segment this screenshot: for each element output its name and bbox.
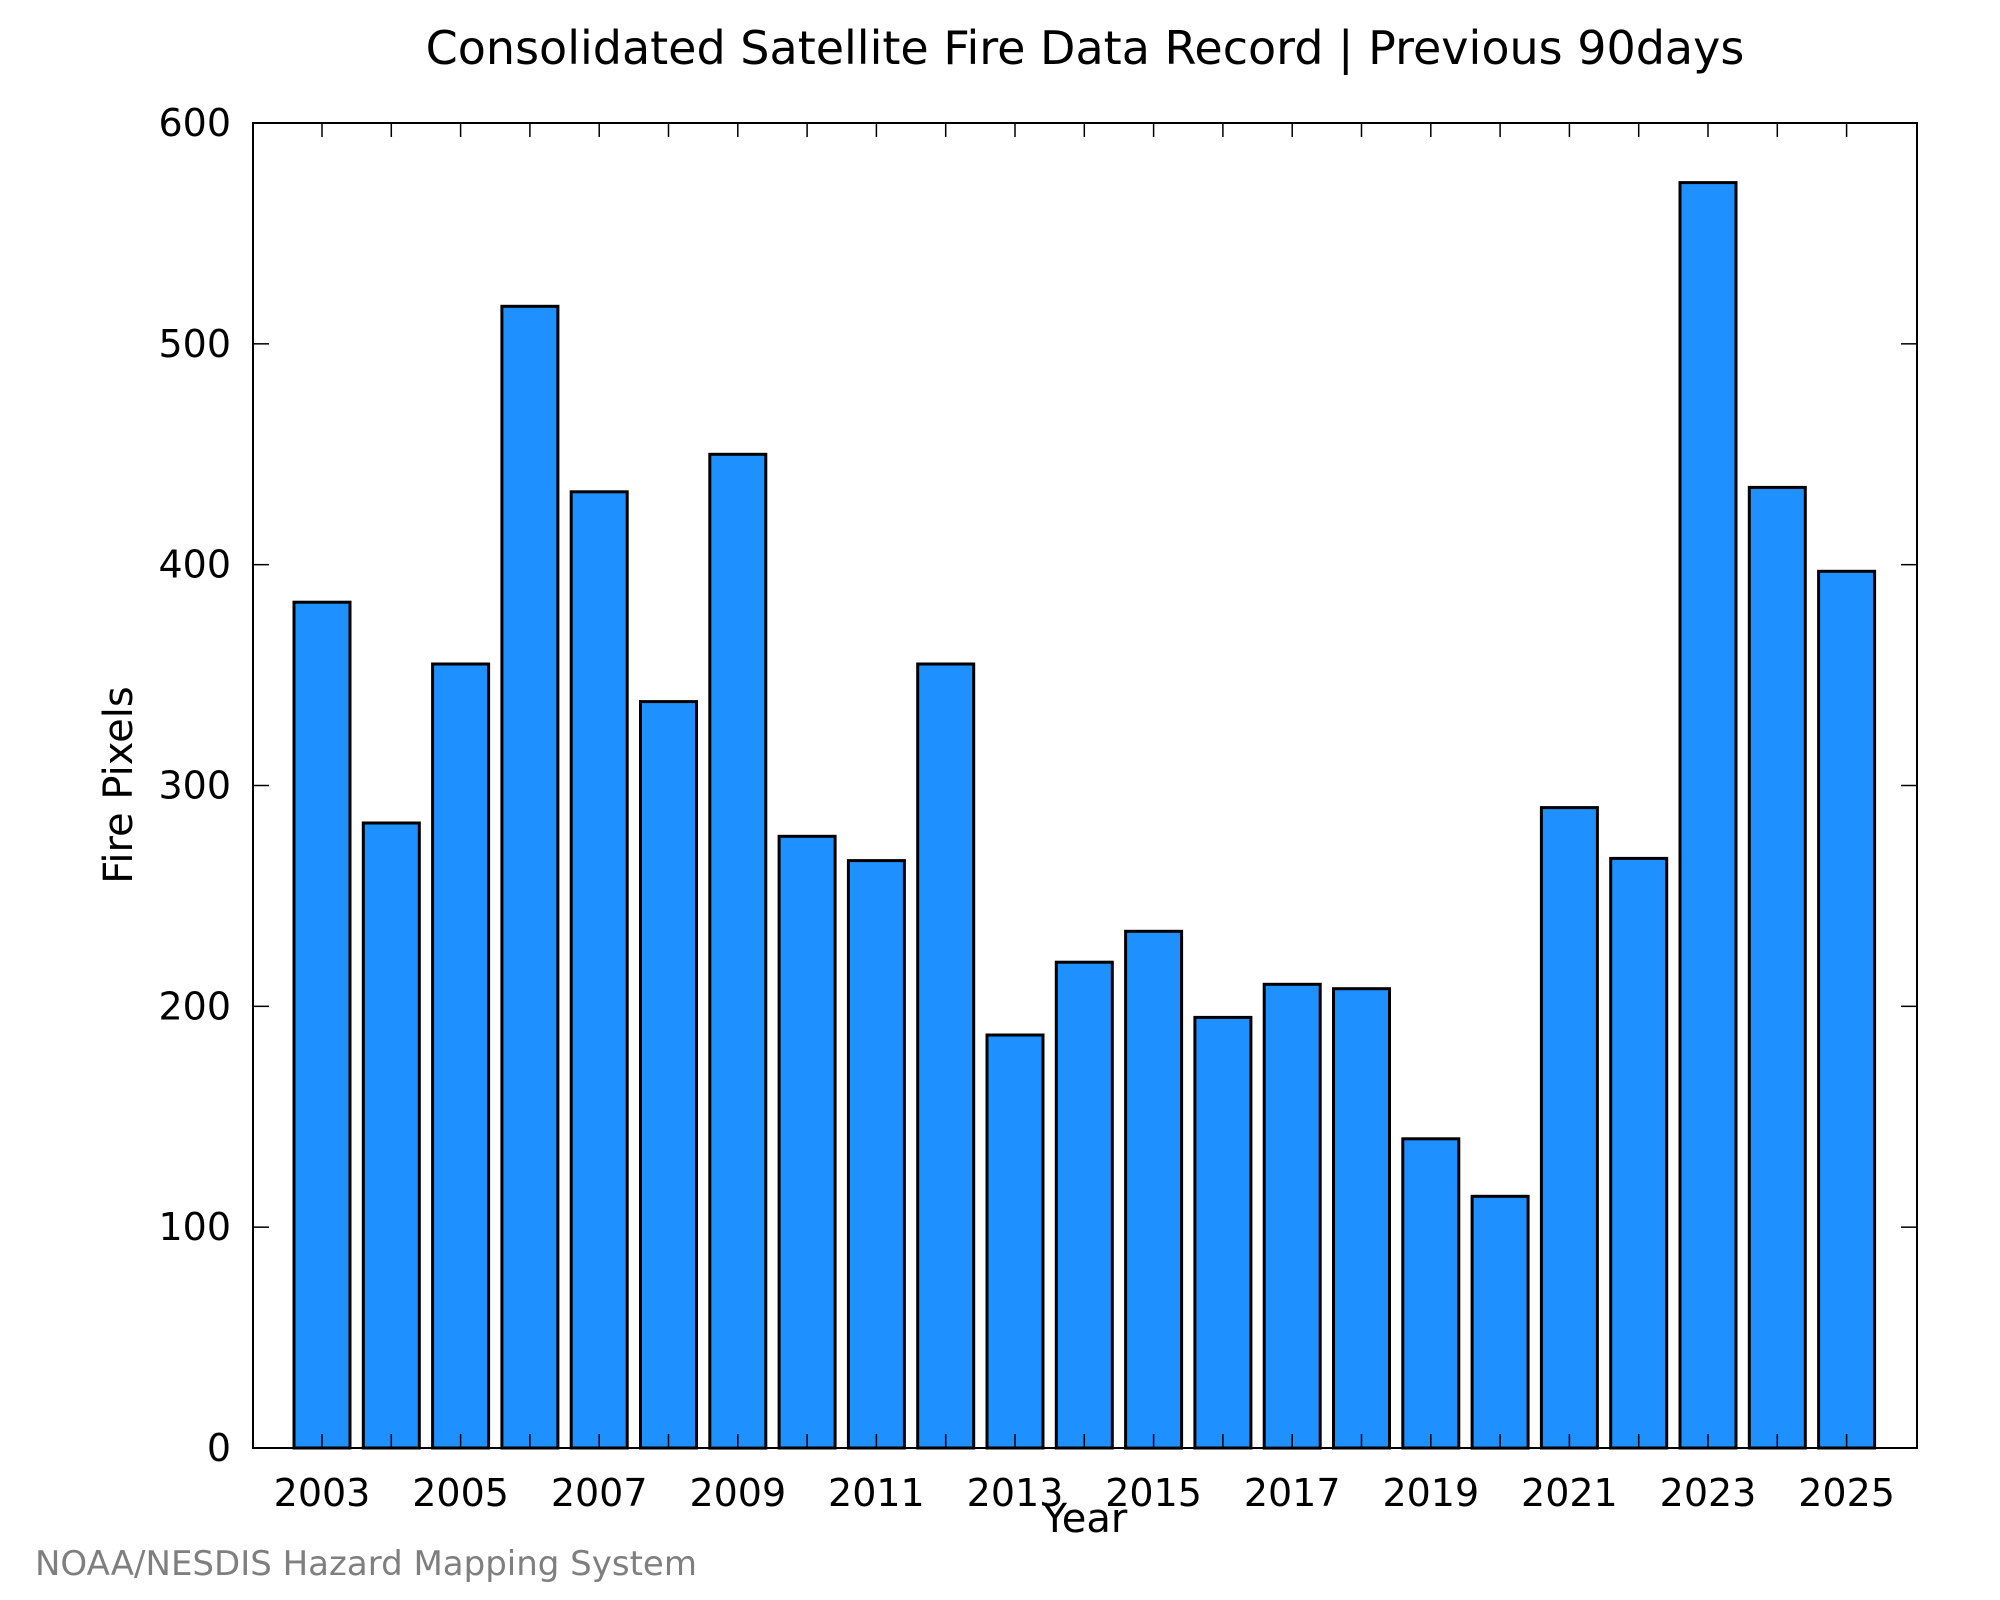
x-tick-label: 2025 <box>1798 1471 1895 1515</box>
y-tick-label: 600 <box>158 101 231 145</box>
bar-2007 <box>569 490 629 1450</box>
x-tick-label: 2003 <box>274 1471 371 1515</box>
x-tick-label: 2019 <box>1382 1471 1479 1515</box>
bar-2014 <box>1054 960 1114 1450</box>
bar-2022 <box>1609 856 1669 1450</box>
bar-2021 <box>1539 806 1599 1450</box>
x-tick-label: 2017 <box>1244 1471 1341 1515</box>
bar-2011 <box>846 859 906 1450</box>
y-tick-label: 0 <box>207 1426 231 1470</box>
bar-2003 <box>292 600 352 1450</box>
x-axis-label: Year <box>1042 1496 1128 1542</box>
x-tick-label: 2021 <box>1521 1471 1618 1515</box>
x-tick-label: 2023 <box>1660 1471 1757 1515</box>
bar-2017 <box>1262 982 1322 1450</box>
y-tick-label: 500 <box>158 322 231 366</box>
bar-2005 <box>431 662 491 1450</box>
x-tick-label: 2015 <box>1105 1471 1202 1515</box>
bar-2013 <box>985 1033 1045 1450</box>
bar-2025 <box>1817 569 1877 1450</box>
x-tick-label: 2013 <box>967 1471 1064 1515</box>
x-tick-label: 2011 <box>828 1471 925 1515</box>
y-tick-label: 300 <box>158 764 231 808</box>
bar-2018 <box>1332 987 1391 1450</box>
chart-title: Consolidated Satellite Fire Data Record … <box>426 21 1745 76</box>
y-axis: 0 100 200 300 400 500 600 <box>158 101 1917 1470</box>
x-tick-label: 2005 <box>412 1471 509 1515</box>
bar-2009 <box>708 452 768 1450</box>
bar-2024 <box>1747 485 1807 1450</box>
x-tick-label: 2007 <box>551 1471 648 1515</box>
x-tick-label: 2009 <box>689 1471 786 1515</box>
bar-2012 <box>916 662 976 1450</box>
bar-2006 <box>500 304 560 1450</box>
bar-2015 <box>1124 929 1184 1450</box>
y-tick-label: 100 <box>158 1205 231 1249</box>
y-tick-label: 200 <box>158 984 231 1028</box>
bar-2023 <box>1678 181 1738 1450</box>
bar-2019 <box>1401 1137 1461 1450</box>
bar-2010 <box>777 834 837 1450</box>
bar-2004 <box>361 821 421 1450</box>
bars-group <box>292 181 1877 1450</box>
y-axis-label: Fire Pixels <box>96 686 142 883</box>
bar-2016 <box>1193 1015 1253 1450</box>
bar-2008 <box>639 700 698 1450</box>
y-tick-label: 400 <box>158 543 231 587</box>
x-axis: 2003 2005 2007 2009 2011 2013 2015 2017 2019 2021… <box>274 123 1895 1515</box>
footer-credit: NOAA/NESDIS Hazard Mapping System <box>35 1544 697 1584</box>
bar-2020 <box>1470 1194 1530 1450</box>
